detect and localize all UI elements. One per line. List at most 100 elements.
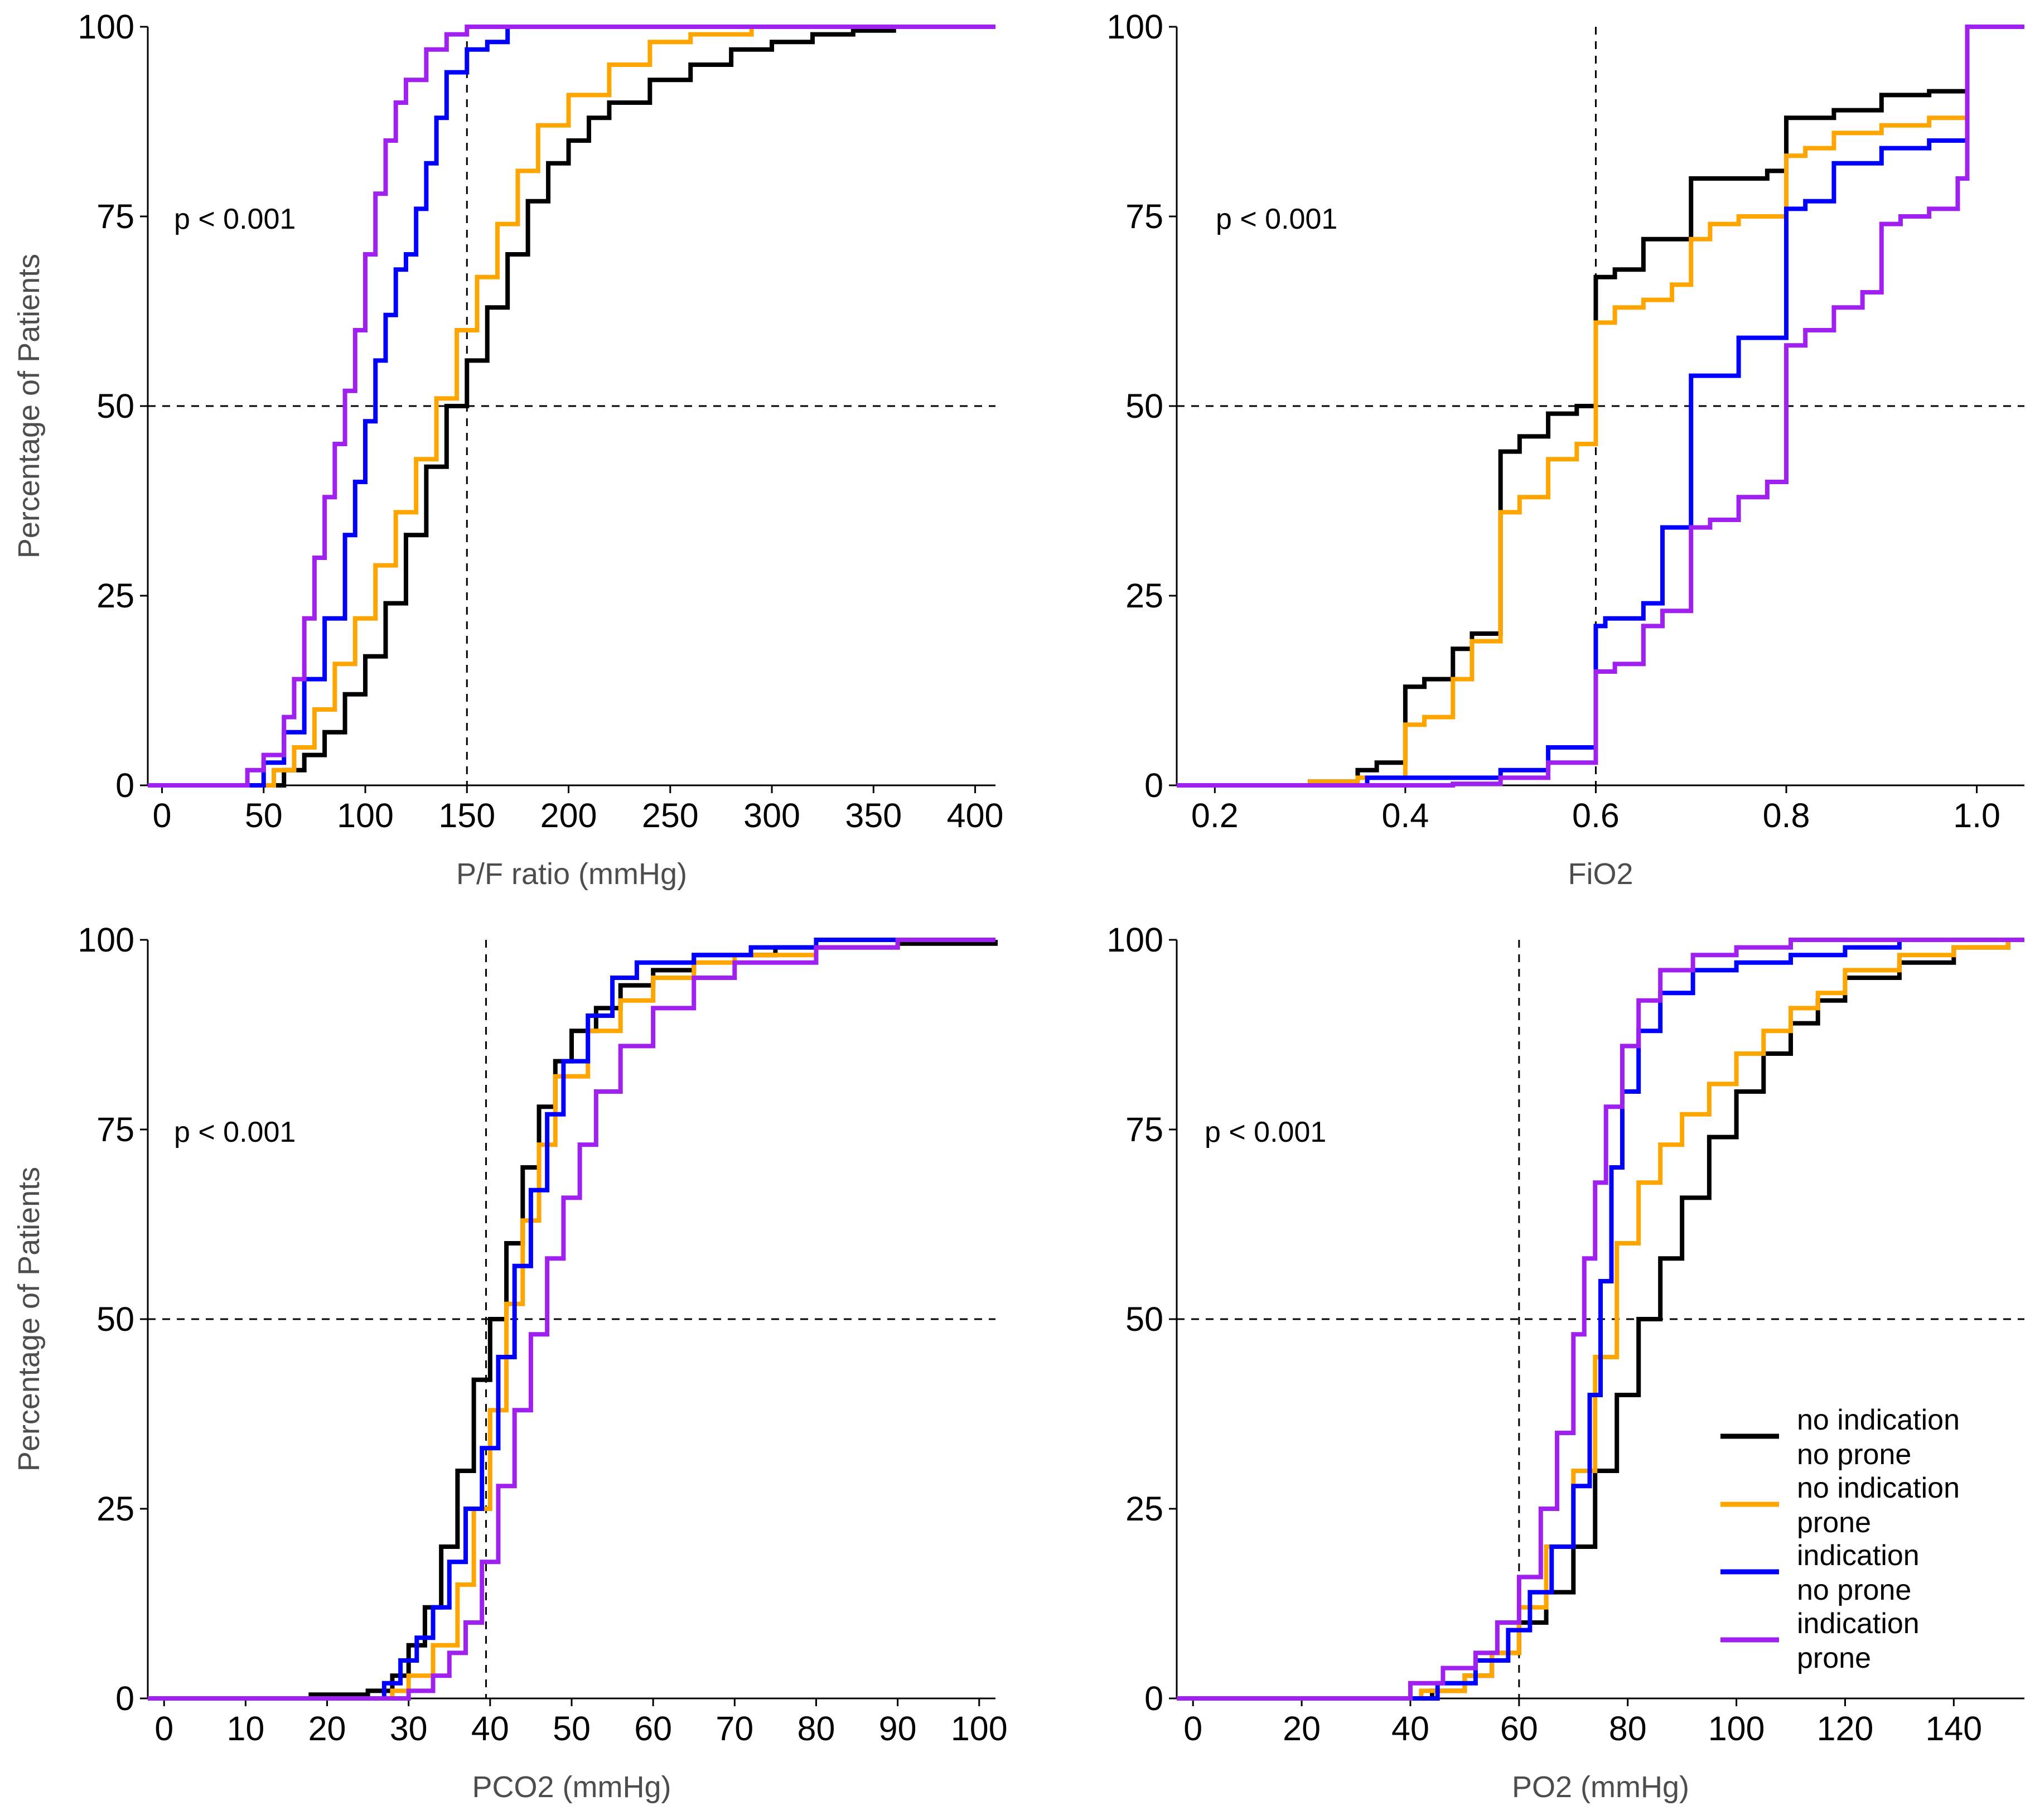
x-tick-label: 100 <box>951 1710 1008 1747</box>
series-line-3 <box>1177 938 2024 1701</box>
series-line-2 <box>148 25 995 788</box>
axes: 0 50 100 150 200 250 300 350 400 0 25 50 75 100 <box>78 8 1003 834</box>
x-tick-label: 70 <box>716 1710 753 1747</box>
x-tick-label: 80 <box>797 1710 835 1747</box>
legend-label-line1: no indication <box>1797 1404 1960 1436</box>
x-tick-label: 20 <box>1283 1710 1321 1747</box>
x-axis-title: PO2 (mmHg) <box>1512 1770 1689 1804</box>
legend-label-line2: no prone <box>1797 1574 1911 1606</box>
p-value-annotation: p < 0.001 <box>1205 1116 1326 1148</box>
x-tick-label: 250 <box>642 796 699 834</box>
y-axis-title: Percentage of Patients <box>12 254 46 558</box>
x-tick-label: 400 <box>947 796 1004 834</box>
y-tick-label: 100 <box>1106 8 1163 46</box>
x-tick-label: 60 <box>1500 1710 1538 1747</box>
y-tick-label: 100 <box>1106 921 1163 959</box>
x-tick-label: 100 <box>337 796 394 834</box>
series-line-1 <box>1177 114 1970 788</box>
series-line-0 <box>148 25 995 788</box>
x-tick-label: 40 <box>1391 1710 1429 1747</box>
series-lines <box>1177 938 2024 1701</box>
y-tick-label: 0 <box>115 1679 134 1717</box>
y-tick-label: 75 <box>96 197 134 235</box>
x-tick-label: 100 <box>1708 1710 1765 1747</box>
x-tick-label: 0.2 <box>1191 796 1239 834</box>
legend-item-indication-no-prone: indication no prone <box>1720 1539 1920 1606</box>
x-tick-label: 50 <box>553 1710 591 1747</box>
panel-pco2: 0 10 20 30 40 50 60 70 80 90 100 0 25 50 75 100 p < 0.0… <box>12 921 1008 1804</box>
legend-label-line1: indication <box>1797 1539 1920 1572</box>
y-tick-label: 0 <box>1144 766 1163 804</box>
series-line-3 <box>1177 25 2024 788</box>
x-tick-label: 300 <box>743 796 800 834</box>
panel-pf-ratio: 0 50 100 150 200 250 300 350 400 0 25 50 75 100 p < 0… <box>12 8 1003 891</box>
x-tick-label: 0 <box>1183 1710 1202 1747</box>
y-tick-label: 25 <box>1125 577 1163 615</box>
p-value-annotation: p < 0.001 <box>174 203 296 235</box>
legend-item-no-indication-prone: no indication prone <box>1720 1472 1960 1539</box>
y-tick-label: 50 <box>1125 1300 1163 1338</box>
y-tick-label: 100 <box>78 8 134 46</box>
legend-item-indication-prone: indication prone <box>1720 1607 1920 1674</box>
x-tick-label: 90 <box>879 1710 917 1747</box>
x-tick-label: 60 <box>634 1710 672 1747</box>
y-tick-label: 50 <box>96 387 134 425</box>
y-tick-label: 75 <box>1125 1111 1163 1148</box>
y-tick-label: 0 <box>115 766 134 804</box>
y-axis-title: Percentage of Patients <box>12 1167 46 1471</box>
legend-label-line2: prone <box>1797 1642 1871 1674</box>
x-tick-label: 10 <box>226 1710 264 1747</box>
series-lines <box>148 25 995 788</box>
series-line-3 <box>148 25 995 788</box>
y-tick-label: 25 <box>1125 1490 1163 1528</box>
series-line-1 <box>148 25 995 788</box>
x-tick-label: 0 <box>153 796 172 834</box>
series-line-2 <box>1177 938 2024 1701</box>
x-tick-label: 40 <box>471 1710 509 1747</box>
series-lines <box>148 938 998 1701</box>
series-lines <box>1177 25 2024 788</box>
series-line-2 <box>148 938 995 1701</box>
legend-item-no-indication-no-prone: no indication no prone <box>1720 1404 1960 1471</box>
x-axis-title: P/F ratio (mmHg) <box>456 857 687 891</box>
panel-fio2: 0.2 0.4 0.6 0.8 1.0 0 25 50 75 100 p < 0.001 FiO2 <box>1106 8 2024 891</box>
x-axis-title: FiO2 <box>1568 857 1633 891</box>
y-tick-label: 75 <box>96 1111 134 1148</box>
series-line-3 <box>148 938 995 1701</box>
x-axis-title: PCO2 (mmHg) <box>472 1770 671 1804</box>
legend: no indication no prone no indication pro… <box>1720 1404 1960 1674</box>
x-tick-label: 1.0 <box>1953 796 2000 834</box>
p-value-annotation: p < 0.001 <box>1216 203 1337 235</box>
y-tick-label: 100 <box>78 921 134 959</box>
x-tick-label: 350 <box>845 796 902 834</box>
x-tick-label: 80 <box>1609 1710 1647 1747</box>
x-tick-label: 0.8 <box>1763 796 1810 834</box>
x-tick-label: 200 <box>540 796 597 834</box>
x-tick-label: 50 <box>245 796 283 834</box>
x-tick-label: 0.6 <box>1572 796 1620 834</box>
legend-label-line2: prone <box>1797 1507 1871 1539</box>
x-tick-label: 150 <box>438 796 495 834</box>
legend-label-line1: indication <box>1797 1607 1920 1640</box>
y-tick-label: 0 <box>1144 1679 1163 1717</box>
axes: 0 10 20 30 40 50 60 70 80 90 100 0 25 50 75 100 <box>78 921 1007 1747</box>
y-tick-label: 75 <box>1125 197 1163 235</box>
series-line-0 <box>148 940 998 1701</box>
x-tick-label: 0.4 <box>1381 796 1429 834</box>
y-tick-label: 25 <box>96 1490 134 1528</box>
x-tick-label: 140 <box>1925 1710 1982 1747</box>
x-tick-label: 120 <box>1817 1710 1874 1747</box>
x-tick-label: 0 <box>154 1710 173 1747</box>
x-tick-label: 30 <box>390 1710 428 1747</box>
panel-po2: 0 20 40 60 80 100 120 140 0 25 50 75 100 p < 0.001 P… <box>1106 921 2024 1804</box>
y-tick-label: 25 <box>96 577 134 615</box>
legend-label-line2: no prone <box>1797 1438 1911 1471</box>
p-value-annotation: p < 0.001 <box>174 1116 296 1148</box>
y-tick-label: 50 <box>96 1300 134 1338</box>
series-line-0 <box>1177 87 1970 788</box>
series-line-2 <box>1177 25 2024 788</box>
x-tick-label: 20 <box>308 1710 346 1747</box>
legend-label-line1: no indication <box>1797 1472 1960 1504</box>
axes: 0.2 0.4 0.6 0.8 1.0 0 25 50 75 100 <box>1106 8 2024 834</box>
